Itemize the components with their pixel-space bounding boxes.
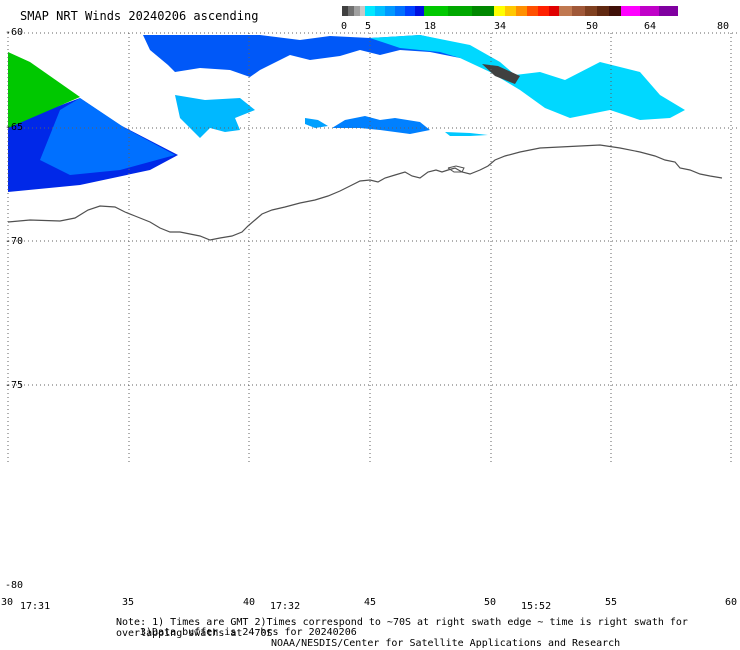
colorbar-segment [395, 6, 405, 16]
latitude-label: -70 [5, 236, 24, 247]
colorbar-segment [527, 6, 538, 16]
wind-speed-colorbar [342, 6, 728, 16]
colorbar-segment [609, 6, 621, 16]
longitude-label: 60 [725, 597, 738, 608]
colorbar-segment [505, 6, 516, 16]
colorbar-segment [640, 6, 659, 16]
time-label: 15:52 [521, 601, 552, 612]
longitude-label: 40 [243, 597, 256, 608]
colorbar-segment [405, 6, 415, 16]
colorbar-label: 0 [341, 21, 348, 32]
colorbar-label: 64 [644, 21, 657, 32]
colorbar-segment [559, 6, 572, 16]
colorbar-segment [415, 6, 424, 16]
colorbar-segment [385, 6, 395, 16]
wind-swaths [8, 35, 685, 192]
colorbar-label: 18 [424, 21, 437, 32]
colorbar-segment [348, 6, 354, 16]
colorbar-segment [360, 6, 365, 16]
time-label: 17:32 [270, 601, 301, 612]
colorbar-label: 80 [717, 21, 730, 32]
colorbar-segment [375, 6, 385, 16]
swath-blue-strip-2 [332, 116, 430, 134]
longitude-label: 50 [484, 597, 497, 608]
colorbar-segment [549, 6, 559, 16]
colorbar-label: 5 [365, 21, 372, 32]
colorbar-segment [494, 6, 505, 16]
latitude-label: -80 [5, 580, 24, 591]
swath-cyan-mid [175, 95, 255, 138]
antarctic-coastline [7, 144, 723, 241]
swath-blue-strip-1 [305, 118, 328, 128]
note-line-1: Note: 1) Times are GMT 2)Times correspon… [116, 617, 688, 639]
longitude-label: 35 [122, 597, 135, 608]
swath-cyan-strip [445, 132, 488, 136]
graticule [8, 32, 740, 465]
swath-green [8, 52, 80, 128]
colorbar-segment [597, 6, 609, 16]
colorbar-label: 50 [586, 21, 599, 32]
map-title: SMAP NRT Winds 20240206 ascending [20, 9, 259, 23]
longitude-label: 55 [605, 597, 618, 608]
colorbar-segment [538, 6, 549, 16]
note-line-3: NOAA/NESDIS/Center for Satellite Applica… [271, 638, 621, 649]
colorbar-segment [659, 6, 678, 16]
longitude-label: 45 [364, 597, 377, 608]
swath-blue-left [40, 98, 175, 175]
time-label: 17:31 [20, 601, 51, 612]
colorbar-segment [572, 6, 585, 16]
colorbar-segment [448, 6, 472, 16]
colorbar-label: 34 [494, 21, 507, 32]
coastline-islands [447, 165, 465, 173]
note-line-2: 3)Data buffer is 24 hrs for 20240206 [140, 627, 357, 638]
colorbar-segment [342, 6, 348, 16]
colorbar-segment [424, 6, 448, 16]
swath-cyan-top [370, 35, 685, 120]
latitude-label: -65 [5, 122, 24, 133]
colorbar-segment [365, 6, 375, 16]
colorbar-segment [585, 6, 597, 16]
latitude-label: -60 [5, 27, 24, 38]
latitude-label: -75 [5, 380, 24, 391]
longitude-label: 30 [1, 597, 14, 608]
colorbar-segment [472, 6, 494, 16]
colorbar-segment [516, 6, 527, 16]
colorbar-segment [621, 6, 640, 16]
colorbar-segment [354, 6, 360, 16]
